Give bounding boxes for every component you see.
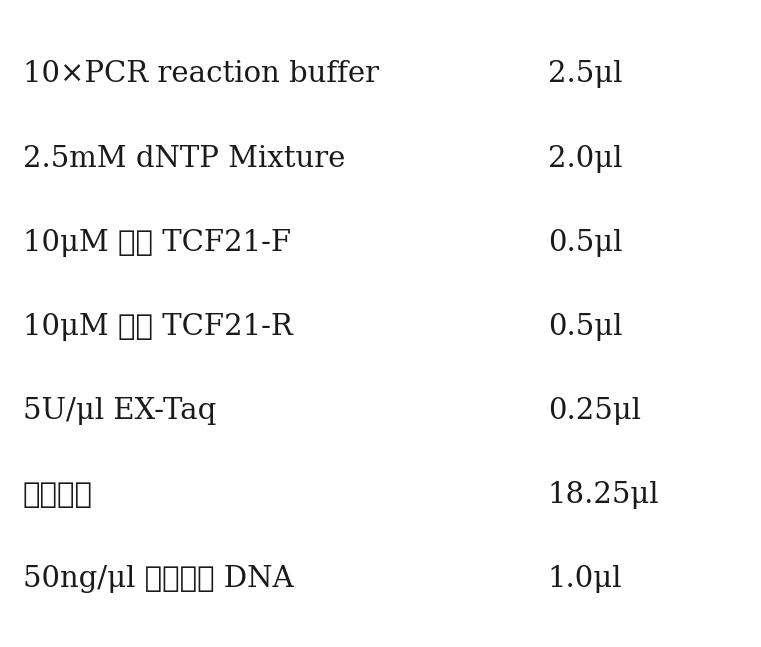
Text: 2.5mM dNTP Mixture: 2.5mM dNTP Mixture [23,144,345,173]
Text: 0.5μl: 0.5μl [548,313,622,341]
Text: 0.5μl: 0.5μl [548,228,622,257]
Text: 10μM 引物 TCF21-F: 10μM 引物 TCF21-F [23,228,291,257]
Text: 0.25μl: 0.25μl [548,397,641,425]
Text: 10μM 引物 TCF21-R: 10μM 引物 TCF21-R [23,313,293,341]
Text: 去离子水: 去离子水 [23,481,93,509]
Text: 10×PCR reaction buffer: 10×PCR reaction buffer [23,60,379,89]
Text: 2.0μl: 2.0μl [548,144,622,173]
Text: 5U/μl EX-Taq: 5U/μl EX-Taq [23,397,216,425]
Text: 50ng/μl 的基因组 DNA: 50ng/μl 的基因组 DNA [23,565,294,593]
Text: 1.0μl: 1.0μl [548,565,622,593]
Text: 2.5μl: 2.5μl [548,60,622,89]
Text: 18.25μl: 18.25μl [548,481,660,509]
